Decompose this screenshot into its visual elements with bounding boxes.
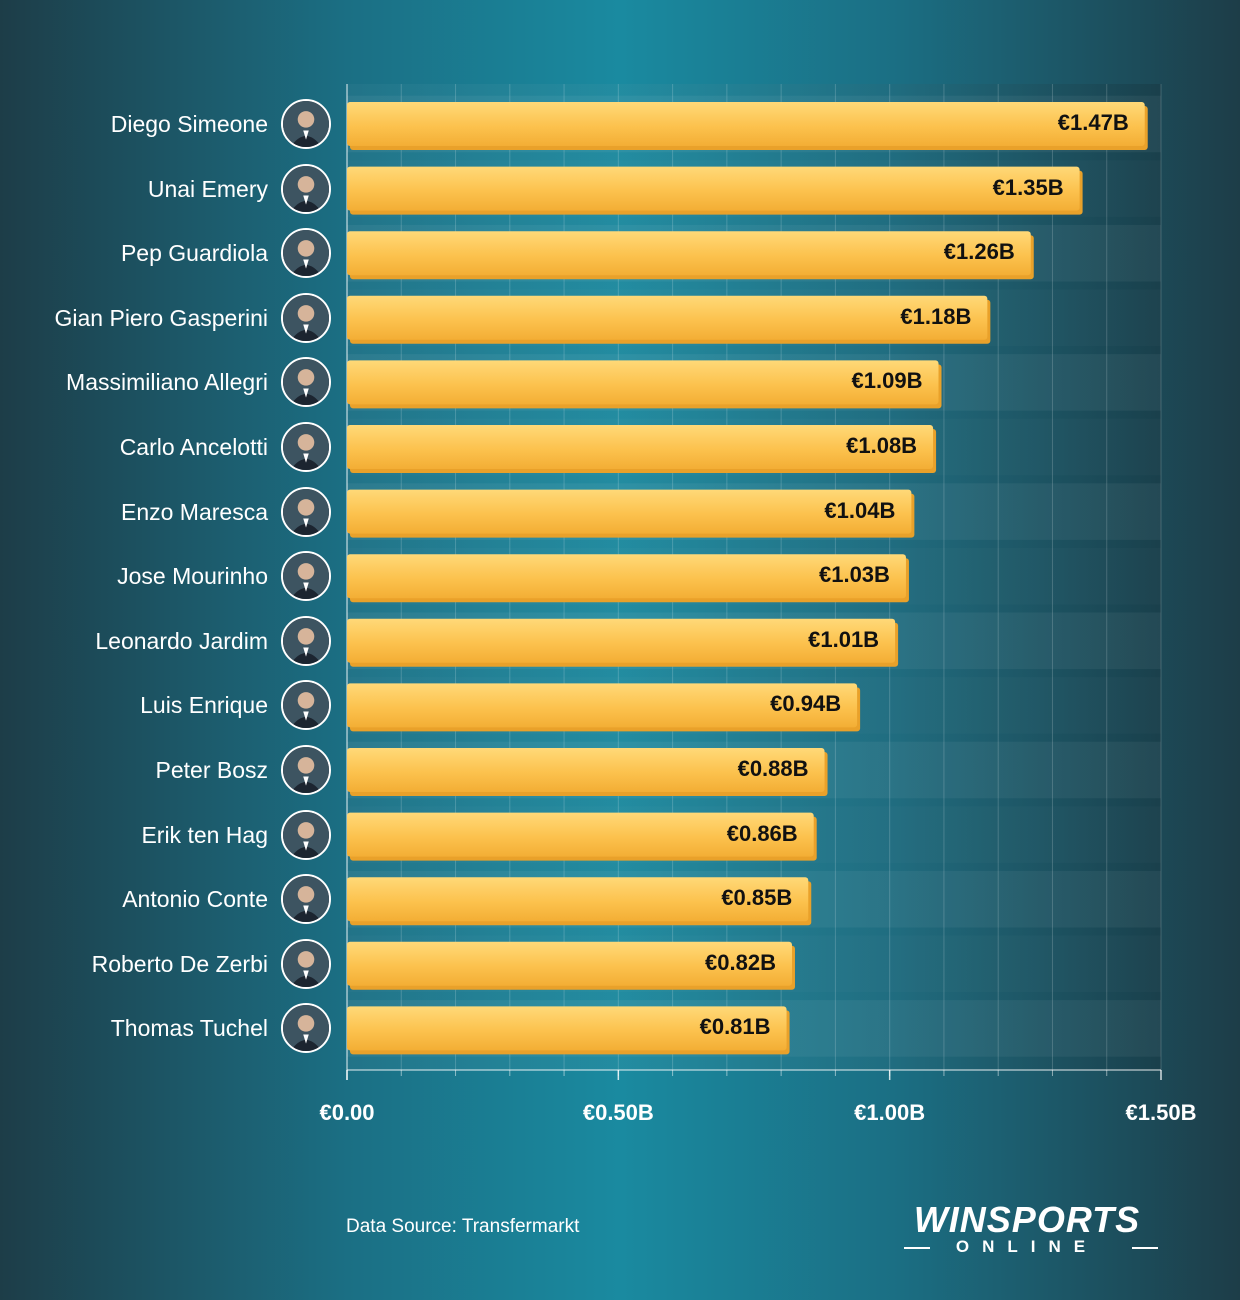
bar-value-label: €1.04B	[824, 497, 896, 523]
person-portrait-icon	[281, 551, 331, 602]
bar-value-label: €1.26B	[943, 239, 1015, 265]
person-portrait-icon	[281, 874, 331, 925]
x-tick-label: €1.50B	[1125, 1100, 1197, 1125]
person-portrait-icon	[281, 163, 331, 214]
person-portrait-icon	[281, 809, 331, 860]
category-label: Leonardo Jardim	[95, 627, 268, 654]
category-label: Massimiliano Allegri	[66, 369, 268, 396]
bar	[347, 877, 809, 922]
x-tick-label: €1.00B	[854, 1100, 926, 1125]
bar-value-label: €0.81B	[699, 1014, 771, 1040]
bar	[347, 425, 934, 469]
category-label: Luis Enrique	[140, 692, 268, 719]
category-label: Gian Piero Gasperini	[54, 304, 269, 331]
person-portrait-icon	[281, 615, 331, 666]
bar-value-label: €1.18B	[900, 303, 972, 329]
x-tick-label: €0.00	[319, 1100, 375, 1125]
bar	[347, 231, 1031, 276]
bar	[347, 748, 825, 792]
bar	[347, 554, 906, 599]
category-label: Jose Mourinho	[117, 563, 268, 590]
person-portrait-icon	[281, 938, 331, 989]
bar-value-label: €1.08B	[846, 433, 918, 458]
category-label: Pep Guardiola	[120, 240, 268, 267]
bar	[347, 1006, 787, 1051]
bar-value-label: €0.88B	[737, 756, 809, 781]
data-source-note: Data Source: Transfermarkt	[346, 1216, 580, 1237]
bar-value-label: €1.35B	[992, 174, 1064, 200]
bar-value-label: €0.86B	[726, 820, 798, 846]
bar-value-label: €0.94B	[770, 691, 842, 717]
bar	[347, 683, 858, 728]
category-label: Carlo Ancelotti	[119, 434, 268, 460]
person-portrait-icon	[281, 1003, 331, 1054]
bar	[347, 360, 939, 405]
bar	[347, 295, 988, 340]
person-portrait-icon	[281, 292, 331, 343]
category-label: Antonio Conte	[122, 886, 268, 913]
bar-value-label: €1.09B	[851, 368, 923, 394]
category-label: Thomas Tuchel	[110, 1015, 268, 1042]
x-tick-label: €0.50B	[582, 1100, 654, 1125]
category-label: Peter Bosz	[155, 757, 269, 783]
bar	[347, 812, 814, 857]
bar	[347, 618, 896, 663]
bar-value-label: €1.47B	[1057, 110, 1129, 135]
logo-subtitle: ONLINE	[892, 1236, 1162, 1258]
person-portrait-icon	[281, 422, 331, 472]
category-label: Unai Emery	[147, 175, 268, 202]
bar	[347, 489, 912, 534]
person-portrait-icon	[281, 228, 331, 279]
category-label: Erik ten Hag	[141, 821, 268, 848]
category-label: Roberto De Zerbi	[91, 950, 268, 977]
person-portrait-icon	[281, 745, 331, 795]
person-portrait-icon	[281, 486, 331, 537]
bar	[347, 941, 792, 986]
logo-wordmark: WINSPORTS	[913, 1199, 1141, 1240]
person-portrait-icon	[281, 680, 331, 731]
bar-value-label: €1.03B	[818, 562, 890, 588]
winsports-logo: WINSPORTS ONLINE	[892, 1200, 1162, 1260]
category-label: Diego Simeone	[110, 111, 268, 137]
category-label: Enzo Maresca	[120, 498, 268, 525]
person-portrait-icon	[281, 357, 331, 408]
bar-value-label: €1.01B	[808, 626, 880, 652]
bar	[347, 102, 1145, 146]
bar-value-label: €0.85B	[721, 885, 793, 911]
person-portrait-icon	[281, 99, 331, 149]
bar	[347, 166, 1080, 211]
bar-value-label: €0.82B	[705, 949, 776, 975]
